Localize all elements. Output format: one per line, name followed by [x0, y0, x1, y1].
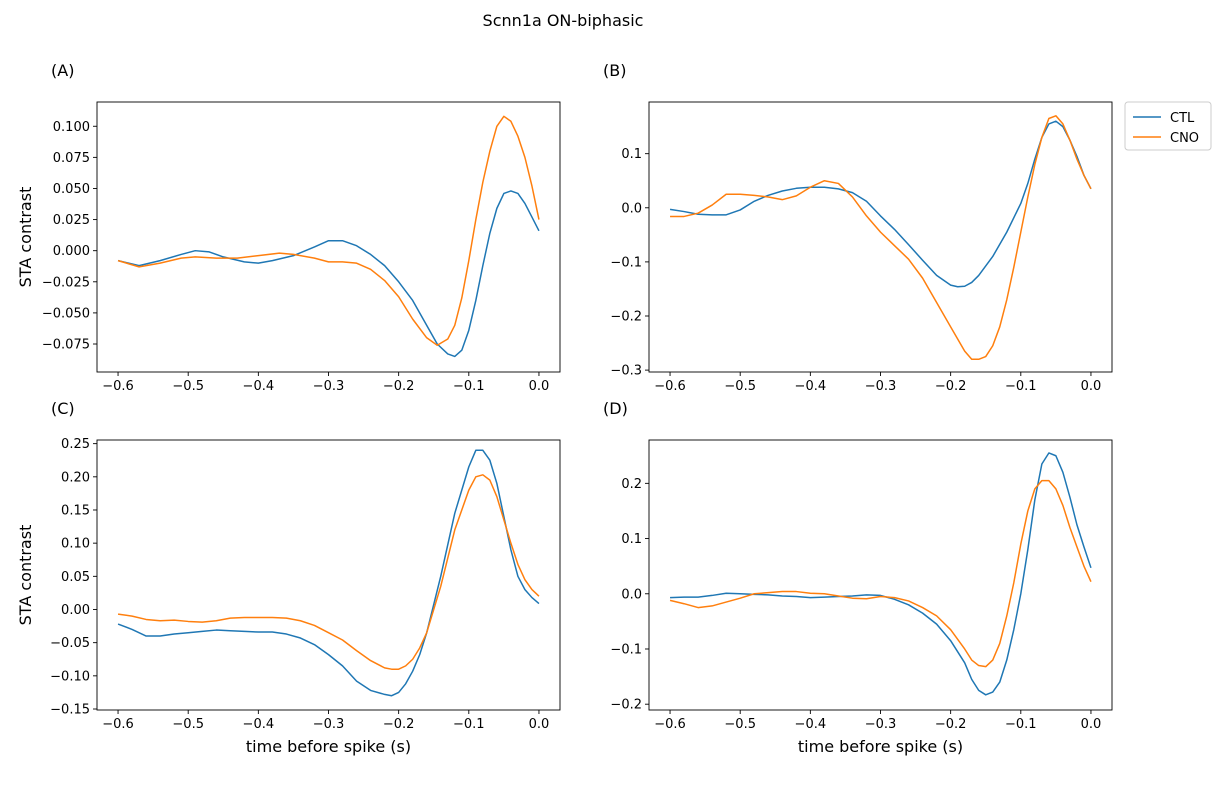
y-axis-title-c: STA contrast — [16, 525, 35, 626]
y-tick-label-a-1: −0.050 — [42, 306, 90, 321]
y-tick-label-a-3: 0.000 — [53, 244, 90, 259]
x-tick-label-c-1: −0.5 — [172, 717, 204, 732]
legend-label-ctl: CTL — [1170, 111, 1195, 126]
x-axis-title-c: time before spike (s) — [246, 737, 411, 756]
y-tick-label-c-4: 0.05 — [61, 570, 90, 585]
x-tick-label-b-3: −0.3 — [865, 379, 897, 394]
y-axis-title-a: STA contrast — [16, 187, 35, 288]
legend-frame — [1124, 101, 1212, 151]
x-tick-label-a-4: −0.2 — [383, 379, 415, 394]
x-tick-label-b-6: 0.0 — [1081, 379, 1102, 394]
y-tick-label-a-5: 0.050 — [53, 182, 90, 197]
panel-b: (B) −0.6 −0.5 −0.4 −0.3 −0.2 −0.1 0.0 −0.3 −0.2 −0… — [603, 61, 1113, 394]
series-line-ctl-a — [117, 190, 540, 358]
y-tick-label-a-7: 0.100 — [53, 120, 90, 135]
x-tick-label-c-3: −0.3 — [313, 717, 345, 732]
y-tick-label-c-0: −0.15 — [50, 703, 90, 718]
y-tick-label-c-1: −0.10 — [50, 669, 90, 684]
x-tick-label-a-2: −0.4 — [243, 379, 275, 394]
x-tick-label-a-6: 0.0 — [529, 379, 550, 394]
y-tick-label-b-4: 0.1 — [621, 147, 642, 162]
legend: CTL CNO — [1124, 101, 1212, 151]
x-tick-label-c-4: −0.2 — [383, 717, 415, 732]
series-line-cno-c — [117, 474, 540, 670]
axes-frame-b — [648, 101, 1113, 373]
x-tick-label-a-1: −0.5 — [172, 379, 204, 394]
x-tick-label-d-5: −0.1 — [1005, 717, 1037, 732]
y-tick-label-c-7: 0.20 — [61, 470, 90, 485]
x-tick-label-d-0: −0.6 — [654, 717, 686, 732]
series-line-ctl-c — [117, 449, 540, 697]
y-tick-label-a-4: 0.025 — [53, 213, 90, 228]
panel-d: (D) −0.6 −0.5 −0.4 −0.3 −0.2 −0.1 0.0 −0.2 −0.1 0.… — [603, 399, 1113, 756]
y-tick-label-b-3: 0.0 — [621, 201, 642, 216]
y-tick-label-d-4: 0.2 — [621, 477, 642, 492]
legend-label-cno: CNO — [1170, 131, 1199, 146]
x-tick-label-c-0: −0.6 — [102, 717, 134, 732]
x-tick-label-d-3: −0.3 — [865, 717, 897, 732]
y-tick-label-d-3: 0.1 — [621, 532, 642, 547]
y-tick-label-a-2: −0.025 — [42, 275, 90, 290]
series-line-ctl-b — [669, 120, 1092, 288]
y-tick-label-b-2: −0.1 — [610, 255, 642, 270]
x-tick-label-b-0: −0.6 — [654, 379, 686, 394]
x-tick-label-b-2: −0.4 — [795, 379, 827, 394]
series-line-cno-d — [669, 479, 1092, 668]
y-tick-label-d-1: −0.1 — [610, 642, 642, 657]
x-tick-label-c-5: −0.1 — [453, 717, 485, 732]
y-tick-label-c-2: −0.05 — [50, 636, 90, 651]
panel-label-a: (A) — [51, 61, 74, 80]
x-tick-label-d-1: −0.5 — [724, 717, 756, 732]
x-tick-label-b-1: −0.5 — [724, 379, 756, 394]
series-line-ctl-d — [670, 452, 1092, 696]
series-line-cno-a — [117, 115, 540, 346]
y-tick-label-a-6: 0.075 — [53, 151, 90, 166]
panel-label-d: (D) — [603, 399, 628, 418]
figure-title: Scnn1a ON-biphasic — [483, 11, 644, 30]
y-tick-label-c-8: 0.25 — [61, 437, 90, 452]
x-tick-label-c-2: −0.4 — [243, 717, 275, 732]
x-tick-label-a-5: −0.1 — [453, 379, 485, 394]
x-tick-label-a-0: −0.6 — [102, 379, 134, 394]
y-tick-label-b-1: −0.2 — [610, 309, 642, 324]
x-tick-label-d-6: 0.0 — [1081, 717, 1102, 732]
series-line-cno-b — [670, 115, 1092, 361]
x-tick-label-a-3: −0.3 — [313, 379, 345, 394]
y-tick-label-c-5: 0.10 — [61, 537, 90, 552]
y-tick-label-a-0: −0.075 — [42, 338, 90, 353]
panel-label-b: (B) — [603, 61, 626, 80]
panel-c: (C) −0.6 −0.5 −0.4 −0.3 −0.2 −0.1 0.0 −0.15 −0.10… — [16, 399, 561, 756]
x-tick-label-b-5: −0.1 — [1005, 379, 1037, 394]
panel-label-c: (C) — [51, 399, 75, 418]
panel-a: (A) −0.6 −0.5 −0.4 −0.3 −0.2 −0.1 0.0 −0.075 −0.0… — [16, 61, 561, 394]
axes-frame-a — [96, 101, 561, 373]
y-tick-label-b-0: −0.3 — [610, 364, 642, 379]
x-tick-label-d-2: −0.4 — [795, 717, 827, 732]
y-tick-label-d-0: −0.2 — [610, 698, 642, 713]
x-axis-title-d: time before spike (s) — [798, 737, 963, 756]
y-tick-label-c-6: 0.15 — [61, 503, 90, 518]
panels: (A) −0.6 −0.5 −0.4 −0.3 −0.2 −0.1 0.0 −0.075 −0.0… — [16, 61, 1113, 756]
x-tick-label-d-4: −0.2 — [935, 717, 967, 732]
y-tick-label-c-3: 0.00 — [61, 603, 90, 618]
y-tick-label-d-2: 0.0 — [621, 587, 642, 602]
x-tick-label-c-6: 0.0 — [529, 717, 550, 732]
x-tick-label-b-4: −0.2 — [935, 379, 967, 394]
